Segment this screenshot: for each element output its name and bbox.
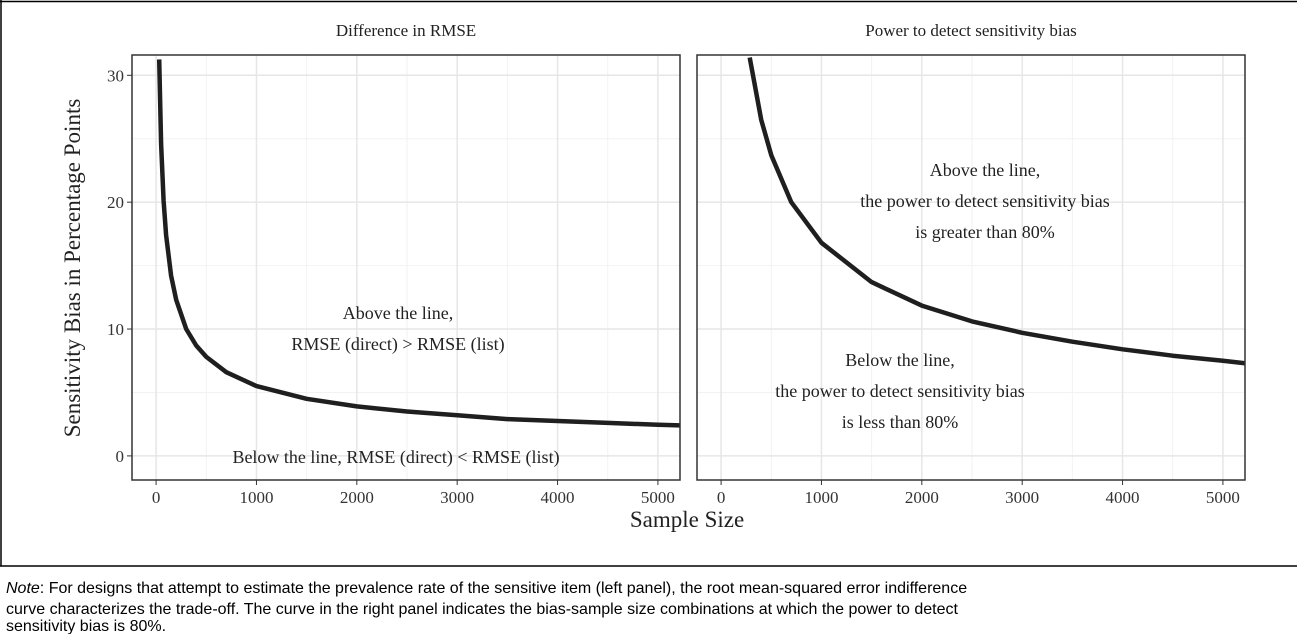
annotation: Below the line, xyxy=(845,350,954,370)
annotation: the power to detect sensitivity bias xyxy=(775,381,1024,401)
note-label: Note xyxy=(6,580,40,597)
annotation: RMSE (direct) > RMSE (list) xyxy=(291,334,504,355)
y-tick-label: 20 xyxy=(107,193,124,212)
y-tick-label: 30 xyxy=(107,66,124,85)
y-axis-title: Sensitivity Bias in Percentage Points xyxy=(60,99,85,438)
x-tick-label: 3000 xyxy=(440,488,474,507)
x-tick-label: 4000 xyxy=(1106,488,1140,507)
annotation: Below the line, RMSE (direct) < RMSE (li… xyxy=(232,447,559,468)
x-tick-label: 0 xyxy=(152,488,161,507)
annotation: is less than 80% xyxy=(842,412,959,432)
curve xyxy=(747,57,1245,366)
annotation: Above the line, xyxy=(930,160,1040,180)
panel-title: Difference in RMSE xyxy=(336,21,476,40)
annotation: is greater than 80% xyxy=(915,222,1054,242)
panel-border xyxy=(131,54,681,481)
x-axis-title: Sample Size xyxy=(630,507,744,532)
note-line: sensitivity bias is 80%. xyxy=(6,618,166,634)
x-tick-label: 1000 xyxy=(239,488,273,507)
note-line: Note: For designs that attempt to estima… xyxy=(6,580,967,597)
panel-title: Power to detect sensitivity bias xyxy=(865,21,1077,40)
annotation: Above the line, xyxy=(343,303,453,323)
note-line: curve characterizes the trade-off. The c… xyxy=(6,601,958,618)
x-tick-label: 5000 xyxy=(641,488,675,507)
note-text: : For designs that attempt to estimate t… xyxy=(40,580,967,597)
x-tick-label: 0 xyxy=(717,488,726,507)
x-tick-label: 2000 xyxy=(340,488,374,507)
y-tick-label: 10 xyxy=(107,320,124,339)
y-tick-label: 0 xyxy=(116,447,125,466)
x-tick-label: 1000 xyxy=(804,488,838,507)
annotation: the power to detect sensitivity bias xyxy=(860,191,1109,211)
x-tick-label: 5000 xyxy=(1206,488,1240,507)
curve xyxy=(156,59,680,428)
x-tick-label: 4000 xyxy=(541,488,575,507)
x-tick-label: 3000 xyxy=(1005,488,1039,507)
x-tick-label: 2000 xyxy=(905,488,939,507)
panel-border xyxy=(696,54,1246,481)
